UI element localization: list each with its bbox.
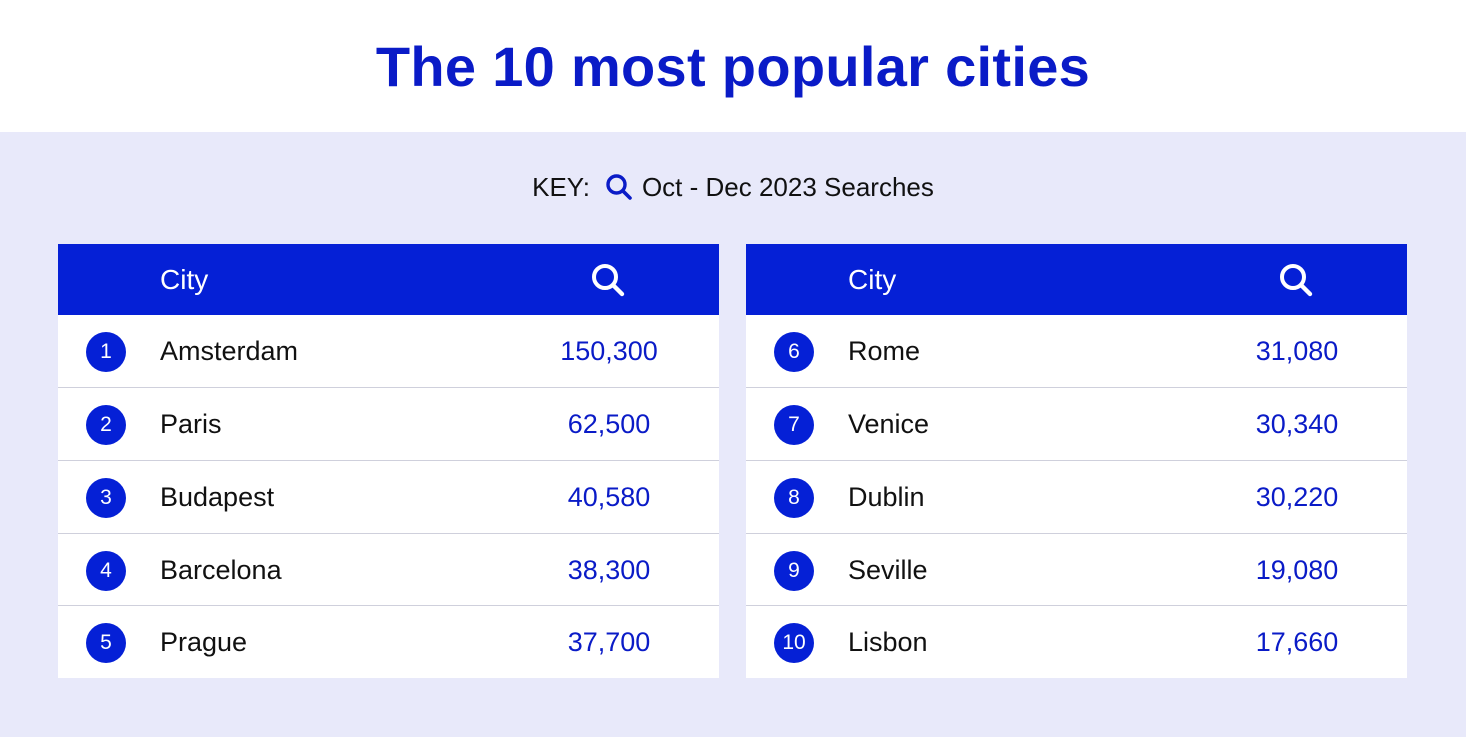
table-row: 8 Dublin 30,220: [746, 460, 1407, 533]
table-row: 10 Lisbon 17,660: [746, 605, 1407, 678]
table-row: 7 Venice 30,340: [746, 387, 1407, 460]
city-name: Venice: [848, 409, 930, 439]
city-name: Paris: [160, 409, 222, 439]
rank-badge: 2: [86, 405, 126, 445]
table-row: 2 Paris 62,500: [58, 387, 719, 460]
search-count: 38,300: [567, 555, 651, 585]
city-name: Barcelona: [160, 555, 282, 585]
city-name: Amsterdam: [160, 336, 299, 366]
rank-badge: 6: [774, 332, 814, 372]
search-icon: [589, 261, 627, 299]
city-name: Dublin: [848, 482, 925, 512]
table-row: 3 Budapest 40,580: [58, 460, 719, 533]
city-name: Lisbon: [848, 627, 928, 657]
ranking-table-right: City 6 Rome 31,080 7 Venice 30,340 8 Dub…: [746, 244, 1407, 678]
key-label: KEY:: [532, 171, 590, 202]
search-count: 40,580: [567, 482, 651, 512]
table-header: City: [58, 244, 719, 315]
city-name: Rome: [848, 336, 921, 366]
rank-badge: 7: [774, 405, 814, 445]
table-row: 9 Seville 19,080: [746, 533, 1407, 606]
search-count: 19,080: [1255, 555, 1339, 585]
city-name: Seville: [848, 555, 928, 585]
title-band: The 10 most popular cities: [0, 0, 1466, 132]
ranking-table-left: City 1 Amsterdam 150,300 2 Paris 62,500 …: [58, 244, 719, 678]
column-header-city: City: [160, 264, 209, 295]
search-count: 150,300: [560, 336, 658, 366]
search-count: 37,700: [567, 627, 651, 657]
table-row: 1 Amsterdam 150,300: [58, 315, 719, 387]
search-icon: [1277, 261, 1315, 299]
city-name: Prague: [160, 627, 248, 657]
search-count: 17,660: [1255, 627, 1339, 657]
city-name: Budapest: [160, 482, 275, 512]
rank-badge: 3: [86, 478, 126, 518]
rank-badge: 9: [774, 551, 814, 591]
table-row: 5 Prague 37,700: [58, 605, 719, 678]
key-text: Oct - Dec 2023 Searches: [641, 171, 934, 202]
search-icon: [604, 172, 634, 202]
rank-badge: 4: [86, 551, 126, 591]
search-count: 62,500: [567, 409, 651, 439]
column-header-city: City: [848, 264, 897, 295]
rank-badge: 8: [774, 478, 814, 518]
rank-badge: 1: [86, 332, 126, 372]
table-header: City: [746, 244, 1407, 315]
rank-badge: 10: [774, 623, 814, 663]
rank-badge: 5: [86, 623, 126, 663]
page-title: The 10 most popular cities: [375, 35, 1091, 98]
legend-key: KEY: Oct - Dec 2023 Searches: [0, 167, 1466, 207]
table-row: 6 Rome 31,080: [746, 315, 1407, 387]
search-count: 30,340: [1255, 409, 1339, 439]
table-row: 4 Barcelona 38,300: [58, 533, 719, 606]
search-count: 30,220: [1255, 482, 1339, 512]
search-count: 31,080: [1255, 336, 1339, 366]
